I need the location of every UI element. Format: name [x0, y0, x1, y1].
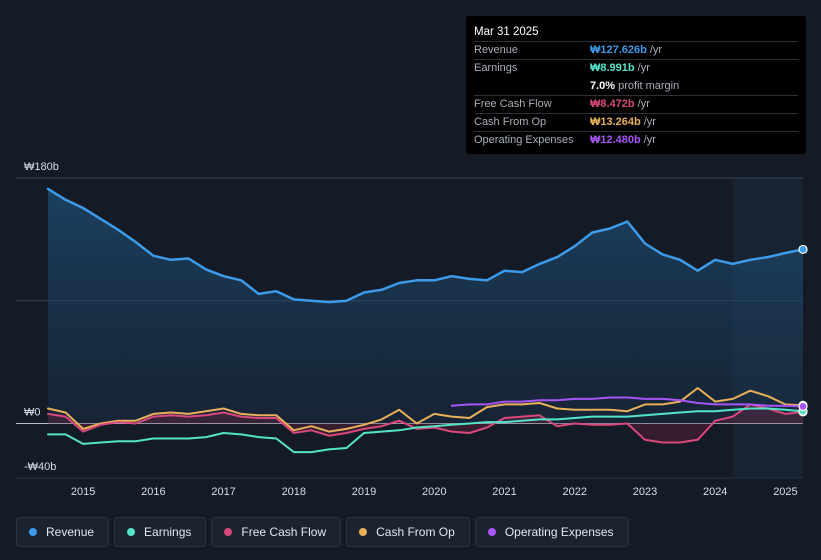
- x-axis-label: 2017: [211, 486, 235, 498]
- legend-item-operating-expenses[interactable]: Operating Expenses: [474, 517, 629, 547]
- y-axis-label: -₩40b: [24, 461, 56, 473]
- legend-label: Free Cash Flow: [241, 525, 327, 539]
- line-revenue: [46, 187, 805, 304]
- x-axis-label: 2024: [703, 486, 727, 498]
- tooltip-label: Cash From Op: [474, 116, 547, 128]
- legend-item-cash-from-op[interactable]: Cash From Op: [346, 517, 470, 547]
- tooltip-unit: /yr: [637, 62, 650, 74]
- tooltip-value: ₩13.264b: [590, 116, 641, 128]
- x-axis-label: 2015: [71, 486, 95, 498]
- legend-item-earnings[interactable]: Earnings: [114, 517, 207, 547]
- tooltip-label: Operating Expenses: [474, 134, 574, 146]
- end-marker-revenue: [798, 244, 808, 255]
- tooltip-date: Mar 31 2025: [474, 26, 539, 38]
- legend-dot-icon: [29, 528, 37, 536]
- tooltip-label: Free Cash Flow: [474, 98, 552, 110]
- area-revenue: [48, 188, 803, 424]
- tooltip-row-operating-expenses: Operating Expenses ₩12.480b /yr: [474, 131, 798, 149]
- x-axis-label: 2025: [773, 486, 797, 498]
- legend-label: Cash From Op: [376, 525, 455, 539]
- tooltip-unit: /yr: [649, 44, 663, 56]
- x-axis-label: 2016: [141, 486, 165, 498]
- x-axis-label: 2019: [352, 486, 376, 498]
- line-free-cash-flow: [47, 403, 804, 444]
- tooltip-unit: /yr: [643, 134, 656, 146]
- legend-item-free-cash-flow[interactable]: Free Cash Flow: [211, 517, 342, 547]
- line-cash-from-op: [47, 387, 804, 433]
- area-free-cash-flow: [48, 404, 803, 443]
- legend-dot-icon: [487, 528, 496, 536]
- tooltip-row-cash-from-op: Cash From Op ₩13.264b /yr: [474, 113, 798, 131]
- tooltip-value: ₩127.626b: [590, 44, 647, 56]
- x-axis-label: 2022: [563, 486, 587, 498]
- tooltip-value: ₩12.480b: [590, 134, 641, 146]
- legend-item-revenue[interactable]: Revenue: [16, 517, 110, 547]
- x-axis-label: 2023: [633, 486, 657, 498]
- tooltip-label: Revenue: [474, 44, 519, 56]
- x-axis-label: 2021: [492, 486, 516, 498]
- legend-label: Operating Expenses: [504, 525, 614, 539]
- x-axis-label: 2020: [422, 486, 446, 498]
- y-axis-label: ₩180b: [24, 161, 59, 173]
- tooltip-value: 7.0%: [590, 80, 616, 92]
- line-operating-expenses: [450, 396, 804, 408]
- tooltip-value: ₩8.472b: [590, 98, 635, 110]
- tooltip-row-free-cash-flow: Free Cash Flow ₩8.472b /yr: [474, 95, 798, 113]
- line-earnings: [47, 407, 804, 454]
- tooltip-row-profit-margin: 7.0% profit margin: [474, 77, 798, 95]
- legend-label: Earnings: [144, 525, 192, 539]
- tooltip-row-earnings: Earnings ₩8.991b /yr: [474, 59, 798, 77]
- tooltip-label: [474, 78, 590, 95]
- legend-dot-icon: [224, 528, 233, 536]
- tooltip-unit: profit margin: [618, 80, 680, 92]
- tooltip-label: Earnings: [474, 62, 518, 74]
- tooltip-unit: /yr: [637, 98, 650, 110]
- legend-dot-icon: [359, 528, 368, 536]
- legend-label: Revenue: [46, 525, 95, 539]
- tooltip-unit: /yr: [643, 116, 656, 128]
- data-tooltip: Mar 31 2025 Revenue ₩127.626b /yr Earnin…: [466, 16, 806, 154]
- tooltip-value: ₩8.991b: [590, 62, 635, 74]
- end-marker-operating-expenses: [798, 401, 808, 412]
- y-axis-label: ₩0: [24, 406, 41, 418]
- tooltip-row-revenue: Revenue ₩127.626b /yr: [474, 41, 798, 59]
- x-axis-label: 2018: [282, 486, 306, 498]
- legend-dot-icon: [127, 528, 136, 536]
- chart-legend: Revenue Earnings Free Cash Flow Cash Fro…: [16, 517, 629, 547]
